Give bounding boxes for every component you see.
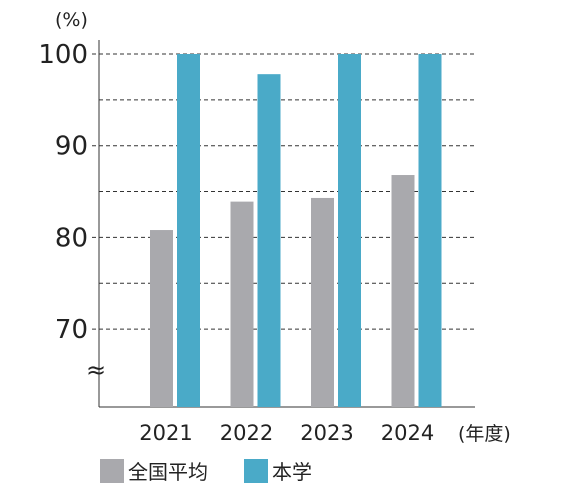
gridlines xyxy=(92,53,475,330)
bar-our-university-2024 xyxy=(418,54,442,407)
legend-swatch-national-average xyxy=(100,458,124,483)
axis-break-mark: ≈ xyxy=(86,356,106,384)
bar-national-average-2021 xyxy=(150,230,173,407)
y-tick-label: 70 xyxy=(55,315,88,345)
bar-national-average-2022 xyxy=(230,201,254,407)
bar-chart: (%) (年度) ≈ 70 80 90 100 2021 2022 2023 2024 xyxy=(38,9,510,445)
bar-our-university-2023 xyxy=(338,54,361,407)
y-tick-label: 90 xyxy=(55,132,88,162)
bar-national-average-2024 xyxy=(391,175,415,407)
y-unit-label: (%) xyxy=(55,9,88,31)
y-tick-label: 100 xyxy=(38,40,88,70)
legend-swatch-our-university xyxy=(244,458,268,483)
legend: 全国平均 本学 xyxy=(100,456,348,485)
legend-item-national-average: 全国平均 xyxy=(100,456,208,485)
legend-item-our-university: 本学 xyxy=(244,456,312,485)
y-tick-label: 80 xyxy=(55,223,88,253)
bar-national-average-2023 xyxy=(311,197,334,407)
legend-label-national-average: 全国平均 xyxy=(128,460,208,484)
bars xyxy=(150,54,442,408)
x-tick-label: 2021 xyxy=(139,421,192,445)
legend-label-our-university: 本学 xyxy=(272,460,312,484)
x-tick-label: 2023 xyxy=(300,421,353,445)
bar-our-university-2022 xyxy=(257,74,281,408)
x-unit-label: (年度) xyxy=(458,423,511,445)
axis-labels: (%) (年度) ≈ 70 80 90 100 2021 2022 2023 2024 xyxy=(38,9,510,445)
x-tick-label: 2024 xyxy=(381,421,434,445)
bar-our-university-2021 xyxy=(177,54,200,407)
x-tick-label: 2022 xyxy=(220,421,273,445)
